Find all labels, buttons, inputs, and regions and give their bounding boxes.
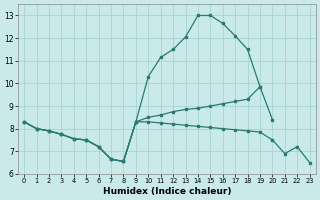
X-axis label: Humidex (Indice chaleur): Humidex (Indice chaleur) (103, 187, 231, 196)
